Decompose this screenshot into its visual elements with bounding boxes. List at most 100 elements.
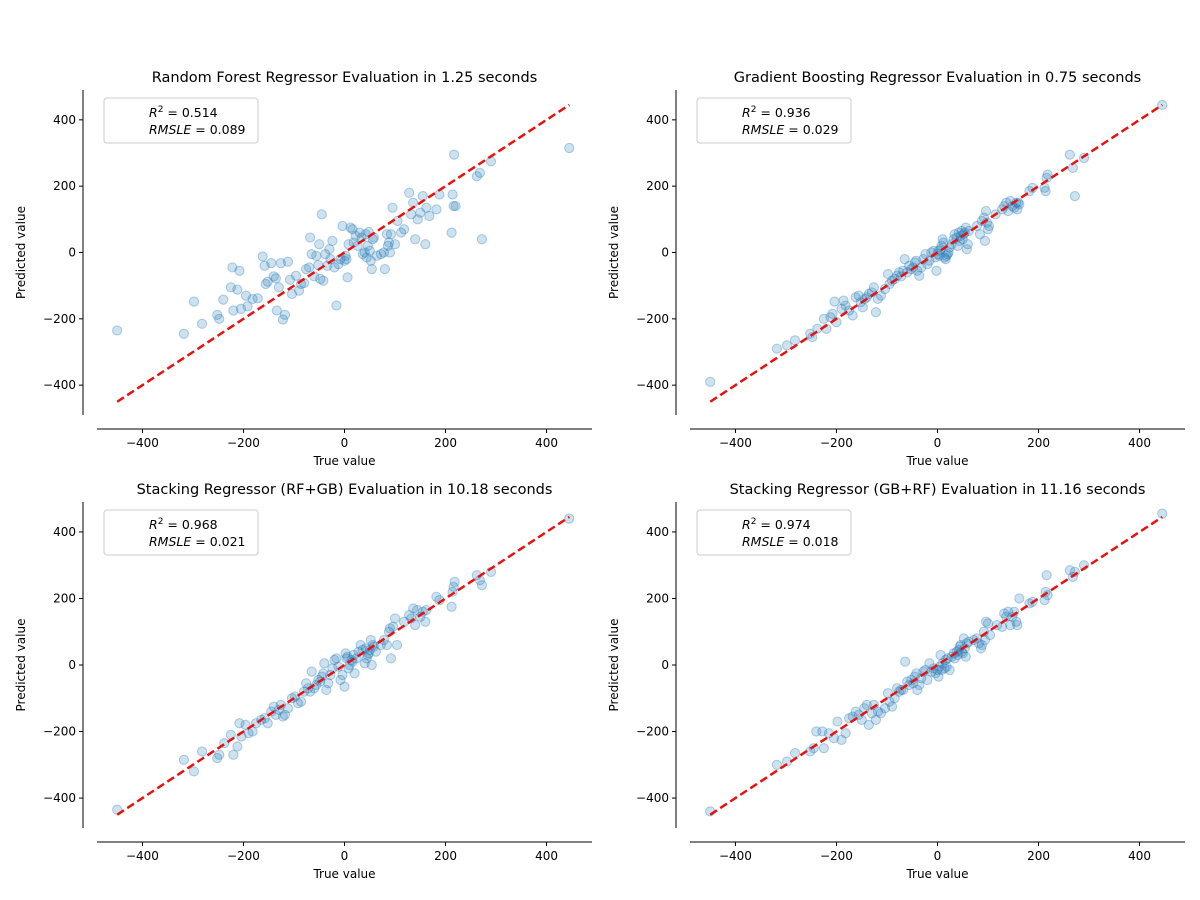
x-tick-label: 400 [535, 849, 558, 863]
data-point [973, 638, 985, 649]
data-point [420, 239, 431, 250]
x-tick-label: 0 [934, 849, 942, 863]
data-point [196, 318, 208, 329]
data-point [872, 293, 883, 305]
data-point [976, 639, 988, 651]
data-point [882, 268, 894, 280]
data-point [900, 656, 911, 667]
data-point [974, 229, 986, 240]
data-point [112, 325, 123, 336]
data-point [331, 300, 342, 311]
data-point [870, 307, 881, 318]
data-point [412, 605, 423, 616]
x-tick-label: 400 [1128, 436, 1151, 450]
data-point [345, 222, 356, 233]
data-point [178, 328, 189, 339]
data-point [240, 719, 251, 730]
data-point [293, 285, 305, 296]
plot-title: Gradient Boosting Regressor Evaluation i… [734, 70, 1141, 86]
data-point [1012, 204, 1023, 215]
data-point [1042, 169, 1053, 180]
data-point [449, 149, 460, 160]
data-point [868, 282, 879, 293]
data-point [485, 156, 497, 167]
x-axis-title: True value [905, 454, 968, 468]
legend-rmsle-symbol: RMSLE [149, 122, 191, 137]
data-point [306, 666, 317, 677]
data-point [920, 249, 931, 260]
data-point [870, 714, 881, 725]
data-point [259, 260, 270, 271]
subplot-1: Random Forest Regressor Evaluation in 1.… [14, 70, 592, 468]
data-point [975, 643, 987, 654]
data-point [240, 290, 252, 301]
y-tick-label: 200 [53, 179, 76, 193]
y-tick-label: 200 [646, 591, 669, 605]
legend-frame [103, 97, 259, 144]
data-point [940, 254, 951, 265]
data-point [448, 581, 459, 592]
data-point [389, 613, 401, 624]
data-point [980, 205, 992, 217]
y-tick-label: 200 [53, 591, 76, 605]
y-tick-label: −400 [43, 378, 76, 392]
y-tick-label: 400 [53, 113, 76, 127]
y-tick-label: 200 [646, 179, 669, 193]
data-points [112, 142, 575, 339]
data-point [832, 716, 843, 727]
y-tick-label: −200 [636, 725, 669, 739]
data-point [188, 296, 200, 307]
plot-title: Random Forest Regressor Evaluation in 1.… [152, 70, 538, 86]
data-point [273, 282, 284, 293]
data-point [861, 699, 872, 711]
legend-r2-value: = 0.974 [756, 517, 810, 532]
data-point [450, 200, 461, 212]
data-point [446, 227, 457, 238]
data-point [564, 142, 575, 154]
legend-r2-superscript: 2 [158, 517, 164, 527]
data-point [838, 295, 849, 306]
data-point [811, 726, 822, 737]
data-point [227, 262, 238, 273]
data-point [818, 743, 829, 754]
data-point [379, 263, 391, 275]
data-point [339, 681, 350, 692]
data-point [232, 741, 243, 752]
data-point [359, 658, 370, 669]
data-point [1041, 172, 1052, 183]
data-point [320, 249, 331, 260]
data-point [850, 292, 861, 303]
legend-rmsle-value: = 0.089 [191, 122, 245, 137]
legend-rmsle-value: = 0.029 [784, 122, 838, 137]
x-tick-label: 200 [434, 436, 457, 450]
data-point [939, 663, 950, 674]
data-point [875, 708, 887, 719]
data-point [789, 335, 801, 346]
data-point [953, 227, 964, 238]
data-point [342, 651, 353, 662]
data-point [771, 343, 782, 354]
data-point [914, 679, 925, 691]
legend-rmsle: RMSLE = 0.089 [149, 122, 246, 137]
data-point [420, 616, 431, 627]
data-point [705, 376, 716, 387]
data-point [316, 209, 327, 220]
data-point [417, 191, 428, 202]
data-point [958, 633, 969, 644]
data-point [983, 220, 995, 232]
data-point [771, 759, 782, 770]
data-point [286, 288, 298, 300]
data-point [564, 513, 575, 524]
data-point [349, 668, 360, 679]
data-point [188, 766, 200, 777]
x-tick-label: −200 [820, 436, 853, 450]
data-point [282, 256, 294, 267]
legend-rmsle-symbol: RMSLE [742, 534, 784, 549]
data-point [212, 753, 223, 764]
data-point [886, 701, 898, 712]
data-point [474, 167, 485, 179]
data-point [364, 245, 375, 256]
data-point [277, 314, 288, 325]
